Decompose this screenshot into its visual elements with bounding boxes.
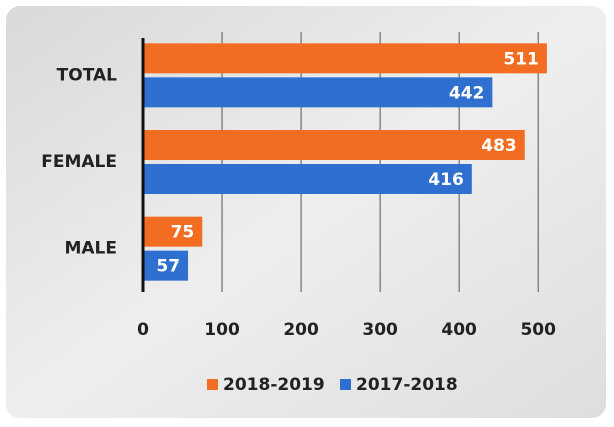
bar (143, 216, 203, 247)
legend-label: 2018-2019 (223, 375, 325, 395)
bar (143, 164, 472, 194)
x-tick-label: 200 (283, 320, 319, 340)
data-label: 75 (171, 223, 195, 243)
bar (143, 250, 189, 281)
x-tick-label: 500 (520, 320, 556, 340)
chart-background (6, 6, 606, 418)
bar (143, 130, 525, 160)
bar (143, 77, 493, 108)
x-tick-label: 300 (362, 320, 398, 340)
y-tick-label: TOTAL (57, 65, 117, 85)
data-label: 483 (481, 136, 517, 156)
legend-label: 2017-2018 (356, 375, 458, 395)
data-label: 57 (156, 257, 180, 277)
bar (143, 43, 547, 74)
y-tick-label: FEMALE (41, 152, 117, 172)
legend-swatch (207, 379, 218, 390)
x-tick-label: 100 (204, 320, 240, 340)
x-tick-label: 0 (137, 320, 149, 340)
legend-swatch (340, 379, 351, 390)
y-tick-label: MALE (64, 239, 117, 259)
data-label: 511 (503, 49, 539, 69)
x-tick-label: 400 (441, 320, 477, 340)
data-label: 442 (449, 83, 485, 103)
data-label: 416 (428, 170, 464, 190)
